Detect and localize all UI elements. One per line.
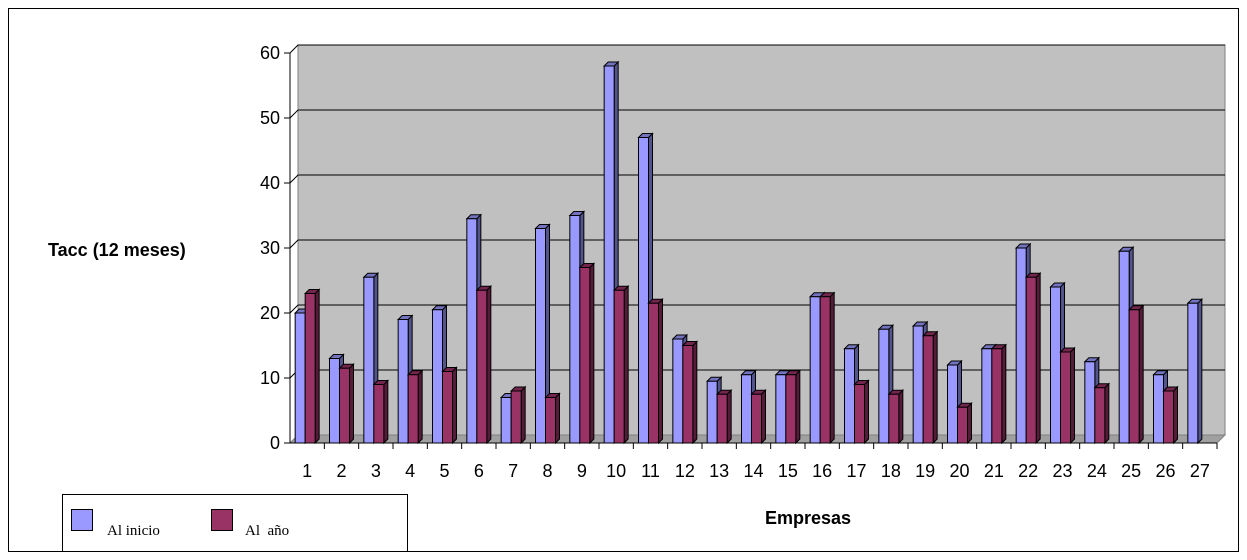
gridline (289, 109, 1225, 119)
x-tick-label: 12 (675, 461, 695, 481)
x-tick-label: 21 (984, 461, 1004, 481)
x-tick-label: 2 (336, 461, 346, 481)
x-tick-label: 1 (302, 461, 312, 481)
x-tick-label: 14 (743, 461, 763, 481)
bar-al-ano-24 (1093, 382, 1111, 445)
x-tick-label: 3 (371, 461, 381, 481)
x-tick-label: 13 (709, 461, 729, 481)
gridline (289, 174, 1225, 184)
x-tick-label: 18 (881, 461, 901, 481)
x-tick-label: 25 (1121, 461, 1141, 481)
bar-al-ano-26 (1162, 385, 1179, 445)
bars (293, 60, 1204, 445)
x-tick-label: 4 (405, 461, 415, 481)
bar-al-ano-3 (372, 379, 390, 445)
y-tick-label: 40 (260, 173, 280, 193)
x-tick-label: 11 (641, 461, 660, 481)
gridline (289, 239, 1225, 249)
legend: Al inicio Al año (62, 494, 408, 552)
x-tick-label: 19 (915, 461, 935, 481)
bar-al-ano-22 (1024, 272, 1042, 445)
x-tick-label: 20 (949, 461, 969, 481)
bar-al-ano-15 (784, 369, 802, 445)
legend-label-al-ano: Al año (245, 523, 290, 539)
bar-al-ano-21 (990, 343, 1008, 445)
x-tick-label: 16 (812, 461, 832, 481)
x-axis-title: Empresas (765, 508, 851, 528)
bar-al-ano-7 (509, 385, 527, 445)
y-tick-label: 50 (260, 108, 280, 128)
x-tick-label: 22 (1018, 461, 1038, 481)
x-tick-label: 17 (846, 461, 866, 481)
y-tick-label: 60 (260, 43, 280, 63)
bar-al-ano-14 (750, 389, 767, 445)
legend-swatch-al-ano (211, 509, 233, 531)
bar-al-ano-20 (956, 402, 973, 445)
x-tick-label: 8 (542, 461, 552, 481)
x-tick-label: 10 (606, 461, 626, 481)
x-tick-label: 6 (474, 461, 484, 481)
legend-label-al-inicio: Al inicio (107, 523, 160, 539)
bar-al-ano-19 (921, 330, 939, 445)
x-tick-label: 9 (577, 461, 587, 481)
bar-al-inicio-27 (1186, 298, 1204, 445)
bar-al-ano-2 (338, 363, 355, 445)
x-tick-label: 5 (439, 461, 449, 481)
y-tick-label: 0 (270, 433, 280, 453)
bar-al-ano-10 (612, 285, 630, 445)
bar-al-ano-9 (578, 262, 596, 445)
bar-al-ano-5 (441, 366, 458, 445)
gridline (289, 44, 1225, 54)
bar-al-ano-8 (544, 392, 561, 445)
x-tick-label: 7 (508, 461, 518, 481)
gridline (289, 304, 1225, 314)
bar-al-ano-16 (818, 291, 836, 445)
legend-swatch-al-inicio (71, 509, 93, 531)
y-tick-label: 20 (260, 303, 280, 323)
bar-al-ano-11 (647, 298, 664, 445)
bar-al-ano-13 (715, 389, 733, 445)
x-tick-label: 15 (778, 461, 798, 481)
x-tick-label: 26 (1155, 461, 1175, 481)
y-tick-label: 10 (260, 368, 280, 388)
bar-al-ano-17 (853, 379, 870, 445)
y-axis-title: Tacc (12 meses) (48, 240, 186, 260)
x-tick-label: 27 (1190, 461, 1210, 481)
bar-al-ano-12 (681, 340, 699, 445)
bar-al-ano-4 (406, 369, 424, 445)
bar-al-ano-1 (303, 288, 321, 445)
y-tick-label: 30 (260, 238, 280, 258)
x-tick-label: 23 (1052, 461, 1072, 481)
bar-al-ano-18 (887, 389, 905, 445)
x-tick-label: 24 (1087, 461, 1107, 481)
bar-al-ano-23 (1059, 346, 1076, 445)
bar-al-ano-6 (475, 285, 493, 445)
bar-al-ano-25 (1127, 304, 1145, 445)
